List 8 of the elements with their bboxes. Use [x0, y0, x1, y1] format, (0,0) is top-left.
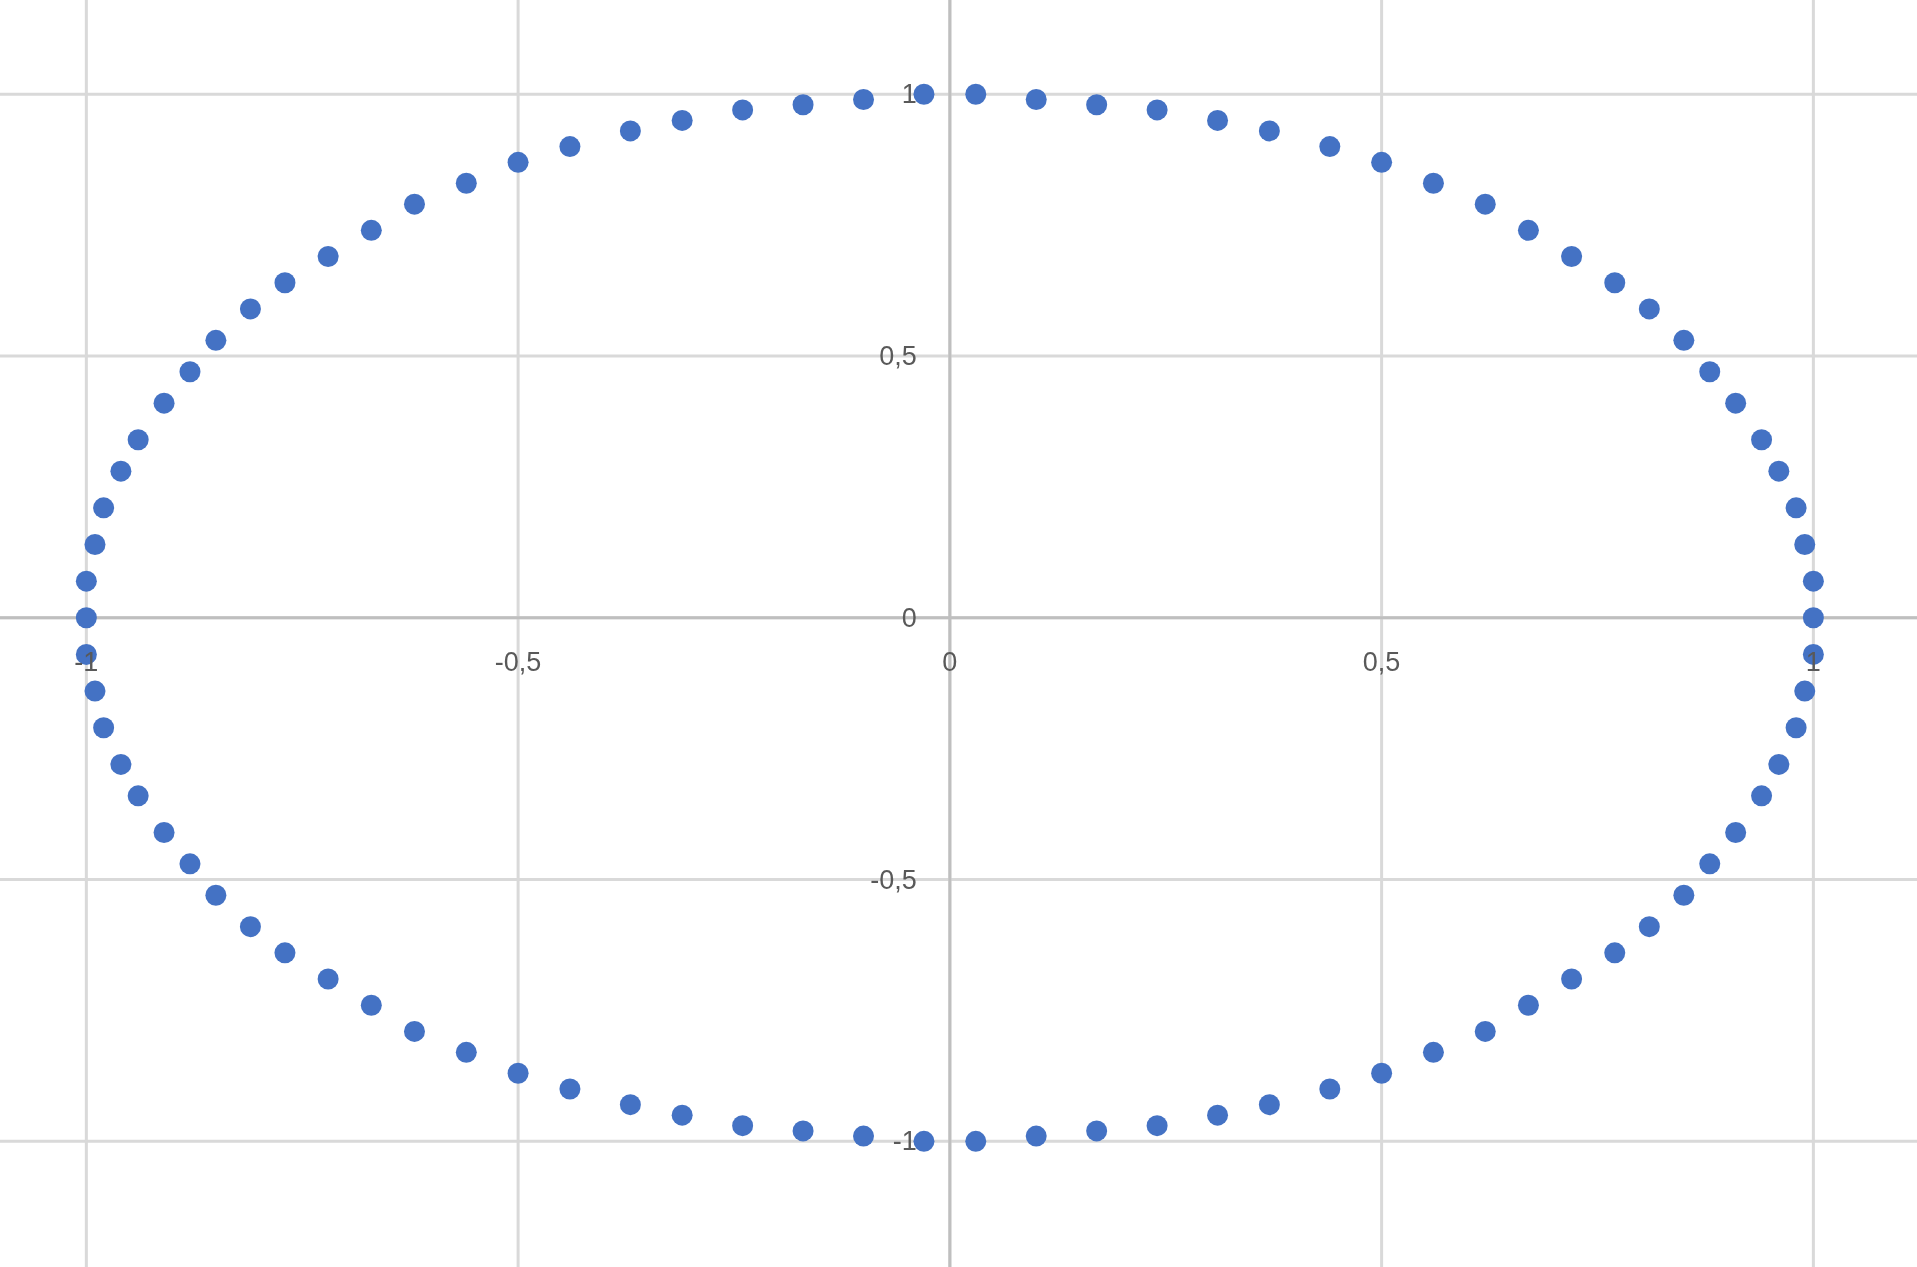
x-tick-label: 0 — [942, 646, 958, 677]
x-tick-label: -0,5 — [494, 646, 542, 677]
y-tick-label: 0,5 — [879, 341, 917, 372]
y-tick-label: 1 — [901, 79, 917, 110]
x-tick-label: 0,5 — [1362, 646, 1401, 677]
y-tick-label: 0 — [901, 602, 917, 633]
y-tick-label: -0,5 — [870, 864, 917, 895]
y-tick-label: -1 — [892, 1126, 917, 1157]
